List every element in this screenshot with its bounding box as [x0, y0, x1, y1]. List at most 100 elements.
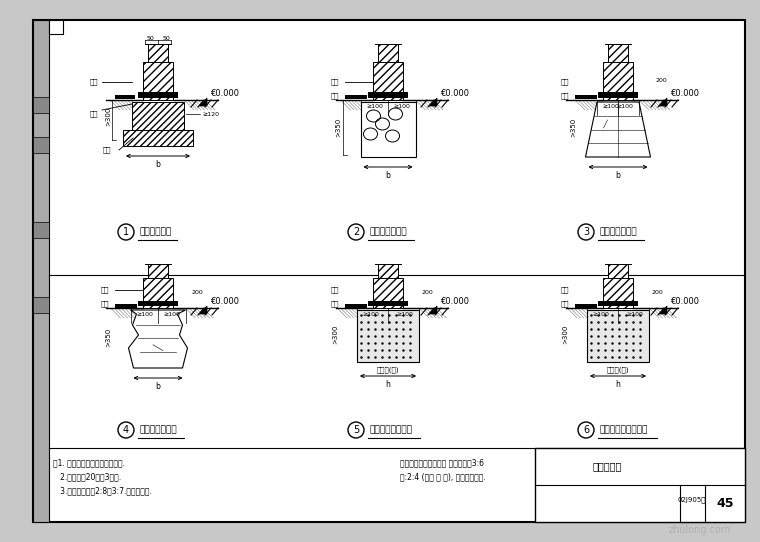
Text: 腰线: 腰线 — [561, 79, 569, 85]
Bar — [33, 97, 49, 113]
Bar — [603, 278, 633, 308]
Text: 勒脚: 勒脚 — [90, 111, 98, 117]
Text: ≥120: ≥120 — [202, 112, 219, 117]
Text: 垫层: 垫层 — [103, 147, 111, 153]
Polygon shape — [659, 306, 667, 314]
Text: 4: 4 — [123, 425, 129, 435]
Text: 02J905图: 02J905图 — [678, 496, 706, 503]
Text: €0.000: €0.000 — [210, 297, 239, 306]
Text: ≥100: ≥100 — [393, 104, 410, 109]
Bar — [33, 20, 49, 522]
Text: 腰线: 腰线 — [331, 287, 339, 293]
Text: >300: >300 — [562, 324, 568, 344]
Text: >350: >350 — [570, 118, 576, 137]
Text: 2: 2 — [353, 227, 359, 237]
Bar — [138, 92, 178, 98]
Bar — [123, 130, 193, 146]
Bar — [33, 297, 49, 313]
Text: 1: 1 — [123, 227, 129, 237]
Text: 勒脚: 勒脚 — [561, 93, 569, 99]
Text: 200: 200 — [651, 291, 663, 295]
Text: 生土墙墙基础: 生土墙墙基础 — [140, 228, 173, 236]
Bar — [368, 301, 408, 306]
Bar — [575, 304, 597, 308]
Text: b: b — [156, 382, 160, 391]
Text: >300: >300 — [332, 324, 338, 344]
Text: 腰线: 腰线 — [561, 287, 569, 293]
Text: ≥100: ≥100 — [136, 312, 153, 317]
Text: 3: 3 — [583, 227, 589, 237]
Text: h: h — [385, 380, 391, 389]
Text: b: b — [385, 171, 391, 180]
Text: 生土墙三合土石基础: 生土墙三合土石基础 — [600, 425, 648, 435]
Text: 5: 5 — [353, 425, 359, 435]
Text: €0.000: €0.000 — [210, 89, 239, 98]
Bar — [33, 137, 49, 153]
Polygon shape — [128, 310, 188, 368]
Bar — [598, 301, 638, 306]
Polygon shape — [585, 102, 651, 157]
Text: >300: >300 — [105, 106, 111, 126]
Text: ≥100: ≥100 — [366, 104, 383, 109]
Text: h: h — [616, 380, 620, 389]
Text: 或:2:4 (石灰 沙 泥), 拌合均匀即可.: 或:2:4 (石灰 沙 泥), 拌合均匀即可. — [400, 472, 486, 481]
Text: 勒脚: 勒脚 — [101, 301, 109, 307]
Text: ≥100: ≥100 — [626, 312, 644, 317]
Bar — [360, 102, 416, 157]
Bar — [603, 62, 633, 100]
Polygon shape — [199, 306, 207, 314]
Polygon shape — [199, 98, 207, 106]
Bar — [115, 304, 137, 308]
Text: 勒脚: 勒脚 — [331, 301, 339, 307]
Text: 石灰石灰石灰：三合土 配合比例：3:6: 石灰石灰石灰：三合土 配合比例：3:6 — [400, 458, 484, 467]
Text: 2.基础宽度20厘；3堆研.: 2.基础宽度20厘；3堆研. — [53, 472, 121, 481]
Text: zhulong.com: zhulong.com — [669, 525, 731, 535]
Text: €0.000: €0.000 — [440, 89, 469, 98]
Text: 200: 200 — [191, 291, 203, 295]
Text: 50: 50 — [146, 35, 154, 41]
Bar — [373, 62, 403, 100]
Text: 三合土(垫): 三合土(垫) — [377, 366, 399, 372]
Text: ≥100: ≥100 — [603, 104, 619, 109]
Bar — [587, 310, 649, 362]
Bar — [373, 278, 403, 308]
Bar — [608, 44, 628, 62]
Polygon shape — [659, 98, 667, 106]
Bar — [357, 310, 419, 362]
Text: 注1. 基础底面宜展到冻土线以下.: 注1. 基础底面宜展到冻土线以下. — [53, 458, 125, 467]
Text: €0.000: €0.000 — [670, 297, 699, 306]
Text: ≥100: ≥100 — [616, 104, 633, 109]
Text: ≥100: ≥100 — [397, 312, 413, 317]
Text: €0.000: €0.000 — [440, 297, 469, 306]
Bar — [33, 222, 49, 238]
Text: >350: >350 — [106, 327, 112, 347]
Bar — [575, 95, 597, 99]
Text: 勒脚: 勒脚 — [561, 301, 569, 307]
Bar — [378, 44, 398, 62]
Polygon shape — [429, 306, 437, 314]
Text: 生土墙三合土基础: 生土墙三合土基础 — [370, 425, 413, 435]
Text: b: b — [616, 171, 620, 180]
Bar — [49, 20, 63, 34]
Bar — [598, 92, 638, 98]
Text: 生土墙山石基础: 生土墙山石基础 — [600, 228, 638, 236]
Text: 50: 50 — [162, 35, 170, 41]
Text: 6: 6 — [583, 425, 589, 435]
Polygon shape — [429, 98, 437, 106]
Text: 腰线: 腰线 — [101, 287, 109, 293]
Bar — [148, 44, 168, 62]
Bar — [148, 264, 168, 278]
Text: 3.此处基础宽度2:8匔3:7.打实基础砃.: 3.此处基础宽度2:8匔3:7.打实基础砃. — [53, 486, 152, 495]
Text: 勒脚: 勒脚 — [331, 93, 339, 99]
Text: 腰线: 腰线 — [90, 79, 98, 85]
Bar — [345, 95, 367, 99]
Text: ≥100: ≥100 — [163, 312, 180, 317]
Bar — [115, 95, 135, 99]
Bar — [378, 264, 398, 278]
Text: 200: 200 — [655, 79, 667, 83]
Text: 200: 200 — [421, 291, 432, 295]
Text: €0.000: €0.000 — [670, 89, 699, 98]
Text: >350: >350 — [335, 118, 341, 137]
Text: 45: 45 — [716, 497, 733, 510]
Text: ≥100: ≥100 — [363, 312, 379, 317]
